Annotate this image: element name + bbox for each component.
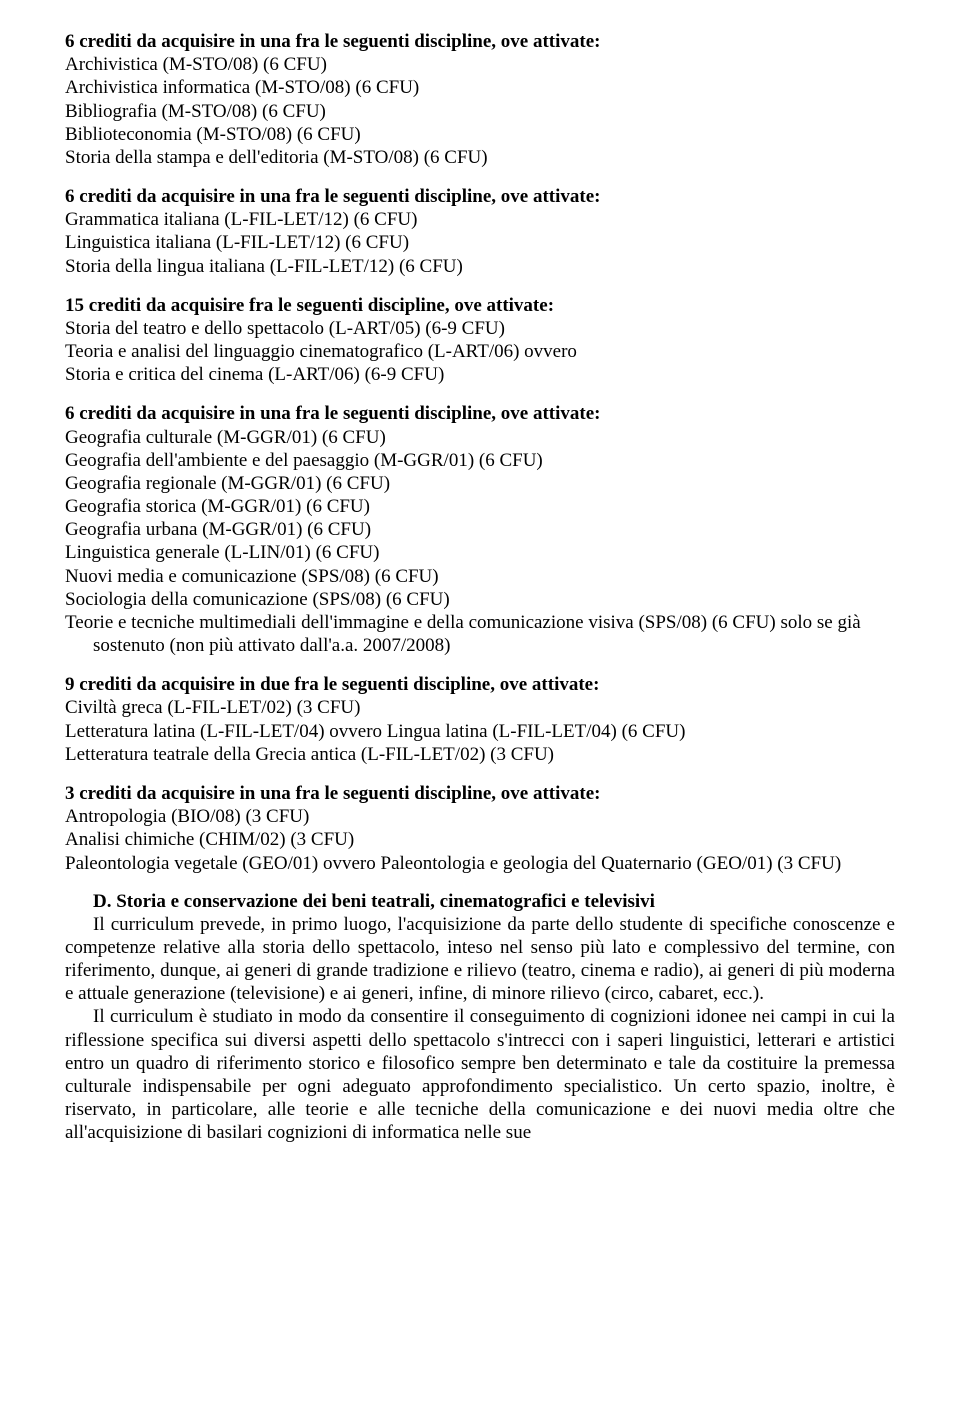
block-item: Sociologia della comunicazione (SPS/08) … [65, 588, 895, 611]
block-heading: 6 crediti da acquisire in una fra le seg… [65, 402, 895, 425]
block-heading: 3 crediti da acquisire in una fra le seg… [65, 782, 895, 805]
block-item: Geografia dell'ambiente e del paesaggio … [65, 449, 895, 472]
course-block: 6 crediti da acquisire in una fra le seg… [65, 30, 895, 169]
block-item: Geografia urbana (M-GGR/01) (6 CFU) [65, 518, 895, 541]
block-heading: 6 crediti da acquisire in una fra le seg… [65, 30, 895, 53]
course-block: 15 crediti da acquisire fra le seguenti … [65, 294, 895, 387]
block-item: Letteratura teatrale della Grecia antica… [65, 743, 895, 766]
block-item: Archivistica (M-STO/08) (6 CFU) [65, 53, 895, 76]
block-item: Storia e critica del cinema (L-ART/06) (… [65, 363, 895, 386]
block-item: Antropologia (BIO/08) (3 CFU) [65, 805, 895, 828]
block-heading: 15 crediti da acquisire fra le seguenti … [65, 294, 895, 317]
block-item: Storia della lingua italiana (L-FIL-LET/… [65, 255, 895, 278]
block-item: Geografia regionale (M-GGR/01) (6 CFU) [65, 472, 895, 495]
course-block: 9 crediti da acquisire in due fra le seg… [65, 673, 895, 766]
block-item: Teorie e tecniche multimediali dell'imma… [65, 611, 895, 657]
document-page: 6 crediti da acquisire in una fra le seg… [0, 0, 960, 1174]
block-item: Storia del teatro e dello spettacolo (L-… [65, 317, 895, 340]
course-blocks: 6 crediti da acquisire in una fra le seg… [65, 30, 895, 875]
block-item: Geografia culturale (M-GGR/01) (6 CFU) [65, 426, 895, 449]
block-item: Teoria e analisi del linguaggio cinemato… [65, 340, 895, 363]
block-item: Geografia storica (M-GGR/01) (6 CFU) [65, 495, 895, 518]
block-item: Linguistica italiana (L-FIL-LET/12) (6 C… [65, 231, 895, 254]
block-item: Nuovi media e comunicazione (SPS/08) (6 … [65, 565, 895, 588]
block-item: Civiltà greca (L-FIL-LET/02) (3 CFU) [65, 696, 895, 719]
course-block: 6 crediti da acquisire in una fra le seg… [65, 402, 895, 657]
section-d-para-1: Il curriculum prevede, in primo luogo, l… [65, 913, 895, 1006]
section-d: D. Storia e conservazione dei beni teatr… [65, 891, 895, 1145]
section-d-lead: D. Storia e conservazione dei beni teatr… [93, 891, 655, 912]
section-d-para-2: Il curriculum è studiato in modo da cons… [65, 1005, 895, 1144]
block-item: Biblioteconomia (M-STO/08) (6 CFU) [65, 123, 895, 146]
block-item: Letteratura latina (L-FIL-LET/04) ovvero… [65, 720, 895, 743]
block-item: Paleontologia vegetale (GEO/01) ovvero P… [65, 852, 895, 875]
block-item: Grammatica italiana (L-FIL-LET/12) (6 CF… [65, 208, 895, 231]
block-item: Bibliografia (M-STO/08) (6 CFU) [65, 100, 895, 123]
block-heading: 9 crediti da acquisire in due fra le seg… [65, 673, 895, 696]
block-item: Linguistica generale (L-LIN/01) (6 CFU) [65, 541, 895, 564]
block-item: Storia della stampa e dell'editoria (M-S… [65, 146, 895, 169]
block-item: Archivistica informatica (M-STO/08) (6 C… [65, 76, 895, 99]
block-heading: 6 crediti da acquisire in una fra le seg… [65, 185, 895, 208]
block-item: Analisi chimiche (CHIM/02) (3 CFU) [65, 828, 895, 851]
section-d-title: D. Storia e conservazione dei beni teatr… [65, 891, 895, 913]
course-block: 6 crediti da acquisire in una fra le seg… [65, 185, 895, 278]
course-block: 3 crediti da acquisire in una fra le seg… [65, 782, 895, 875]
